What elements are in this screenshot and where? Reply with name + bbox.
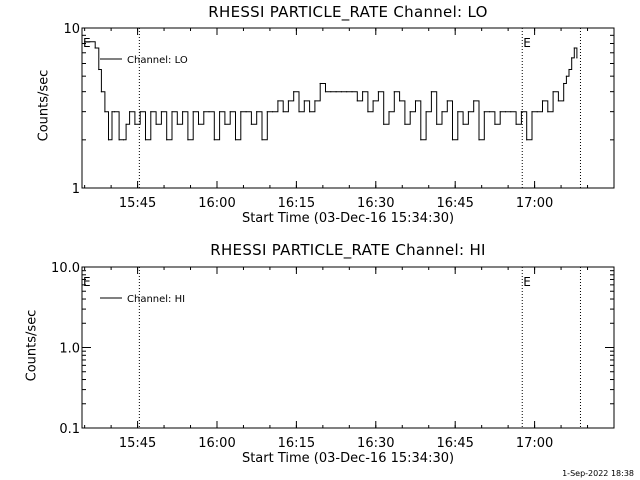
bottom-y-tick-label: 1.0 (59, 342, 80, 357)
bottom-x-tick-label: 16:00 (198, 436, 235, 451)
bottom-event-label: E (523, 275, 531, 289)
top-corner-label: E (83, 36, 91, 50)
bottom-x-tick-label: 17:00 (516, 436, 553, 451)
top-plot-frame (81, 27, 615, 189)
top-legend-entry: Channel: LO (127, 55, 188, 66)
bottom-y-tick-label: 10.0 (51, 261, 80, 276)
top-panel-x-axis-label: Start Time (03-Dec-16 15:34:30) (241, 211, 455, 226)
top-event-label: E (523, 36, 531, 50)
bottom-legend-entry: Channel: HI (127, 294, 185, 305)
bottom-x-tick-label: 16:30 (357, 436, 394, 451)
bottom-y-tick-label: 0.1 (59, 422, 80, 437)
top-x-tick-label: 16:15 (278, 196, 315, 211)
bottom-panel-x-axis-label: Start Time (03-Dec-16 15:34:30) (241, 451, 455, 466)
top-y-tick-label: 10 (63, 22, 80, 37)
bottom-plot-frame (81, 266, 615, 429)
bottom-x-tick-label: 16:45 (436, 436, 473, 451)
bottom-corner-label: E (83, 275, 91, 289)
bottom-x-tick-label: 15:45 (119, 436, 156, 451)
top-x-tick-label: 17:00 (516, 196, 553, 211)
top-series-line (84, 41, 578, 141)
top-x-tick-label: 16:00 (198, 196, 235, 211)
footer-timestamp: 1-Sep-2022 18:38 (562, 469, 634, 478)
bottom-panel-title: RHESSI PARTICLE_RATE Channel: HI (210, 241, 486, 259)
bottom-x-tick-label: 16:15 (278, 436, 315, 451)
top-x-tick-label: 15:45 (119, 196, 156, 211)
top-x-tick-label: 16:45 (436, 196, 473, 211)
top-panel-y-axis-label: Counts/sec (36, 69, 52, 142)
top-y-tick-label: 1 (72, 182, 80, 197)
top-panel-title: RHESSI PARTICLE_RATE Channel: LO (208, 3, 488, 21)
top-x-tick-label: 16:30 (357, 196, 394, 211)
bottom-panel-y-axis-label: Counts/sec (24, 309, 40, 382)
